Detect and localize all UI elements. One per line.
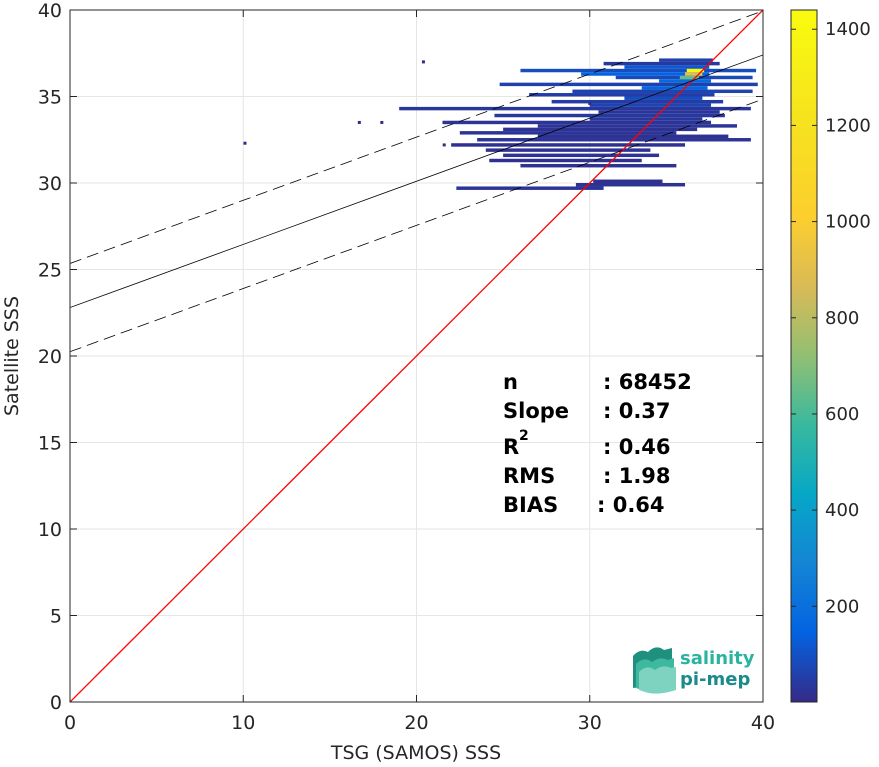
density-bin-row [459, 131, 677, 135]
density-bin-row [679, 75, 699, 80]
reference-lines [70, 10, 763, 702]
stat-slope-label: Slope [503, 399, 569, 423]
density-bin-row [686, 68, 705, 73]
density-bin-row [551, 99, 724, 104]
stat-r2-label: R [503, 435, 519, 459]
y-tick-label: 20 [38, 346, 62, 368]
density-bin-row [494, 113, 725, 118]
density-bin-row [499, 82, 758, 87]
density-bin-row [641, 86, 708, 90]
colorbar-tick-label: 1200 [825, 115, 871, 136]
x-tick-label: 0 [64, 712, 76, 734]
density-bin [588, 101, 592, 105]
density-bin-row [581, 72, 710, 76]
colorbar-tick-label: 1400 [825, 19, 871, 40]
colorbar-tick-label: 200 [825, 596, 859, 617]
density-bin-row [659, 58, 713, 62]
y-tick-label: 30 [38, 173, 62, 195]
density-bin-row [489, 158, 642, 163]
y-axis-title: Satellite SSS [1, 296, 23, 416]
density-bin-row [477, 138, 751, 142]
salinity-pi-mep-logo: salinity pi-mep [633, 647, 755, 694]
y-tick-label: 40 [38, 0, 62, 22]
density-bin-row [598, 110, 720, 114]
1-1-line [70, 10, 763, 702]
colorbar-tick-label: 400 [825, 500, 859, 521]
density-bin-row [451, 143, 686, 147]
regression-fit [70, 54, 763, 308]
density-bin-row [589, 117, 703, 121]
stat-slope-value: : 0.37 [603, 399, 671, 423]
logo-waves-icon [633, 647, 676, 694]
stat-r2-sup: 2 [519, 428, 529, 444]
density-bin-row [624, 65, 710, 69]
stat-bias-label: BIAS [503, 493, 558, 517]
upper-bound [70, 10, 763, 264]
density-bin-row [603, 61, 720, 66]
x-tick-label: 40 [751, 712, 775, 734]
density-bin-row [593, 179, 663, 183]
density-bin-row [537, 124, 738, 128]
density-bin-row [589, 103, 712, 107]
density-bin [243, 141, 247, 145]
density-bin-row [624, 96, 703, 100]
stat-r2-value: : 0.46 [603, 435, 671, 459]
stats-box: n : 68452 Slope : 0.37 R 2 : 0.46 RMS : … [503, 370, 692, 517]
lower-bound [70, 98, 763, 353]
density-bin-row [399, 106, 751, 111]
stat-n-value: : 68452 [603, 370, 692, 394]
density-bin-row [485, 148, 651, 152]
x-tick-label: 30 [578, 712, 602, 734]
density-bin-row [503, 153, 660, 158]
density-bin-row [520, 68, 757, 73]
density-bin-row [520, 163, 677, 168]
stat-bias-value: : 0.64 [597, 493, 665, 517]
density-bin [357, 120, 361, 124]
stat-rms-value: : 1.98 [603, 464, 671, 488]
x-tick-label: 10 [231, 712, 255, 734]
density-bin-row [685, 72, 703, 76]
density-bin-row [537, 134, 729, 139]
density-bin-row [456, 186, 604, 190]
y-tick-label: 25 [38, 260, 62, 282]
colorbar-ticks: 200 400 600 800 1000 1200 1400 [791, 19, 871, 617]
logo-pi-mep-text: pi-mep [680, 669, 750, 690]
colorbar-tick-label: 600 [825, 404, 859, 425]
density-bin-row [503, 127, 698, 132]
density-bin [442, 143, 446, 147]
density-bin [380, 120, 384, 124]
density-bin-row [575, 183, 686, 187]
density-bin-row [659, 79, 712, 83]
stat-rms-label: RMS [503, 464, 555, 488]
density-bin-row [529, 93, 715, 97]
colorbar-tick-label: 800 [825, 308, 859, 329]
y-tick-label: 5 [50, 606, 62, 628]
y-tick-label: 0 [50, 692, 62, 714]
density-bin [421, 60, 425, 64]
colorbar-tick-label: 1000 [825, 212, 871, 233]
y-tick-label: 15 [38, 433, 62, 455]
stat-n-label: n [503, 370, 518, 394]
x-axis-title: TSG (SAMOS) SSS [330, 742, 501, 764]
x-tick-label: 20 [404, 712, 428, 734]
y-tick-label: 35 [38, 87, 62, 109]
axis-ticks: 0 10 20 30 40 0 5 10 15 20 25 30 35 40 [38, 0, 775, 734]
colorbar [790, 9, 818, 703]
y-tick-label: 10 [38, 519, 62, 541]
logo-salinity-text: salinity [680, 648, 755, 669]
